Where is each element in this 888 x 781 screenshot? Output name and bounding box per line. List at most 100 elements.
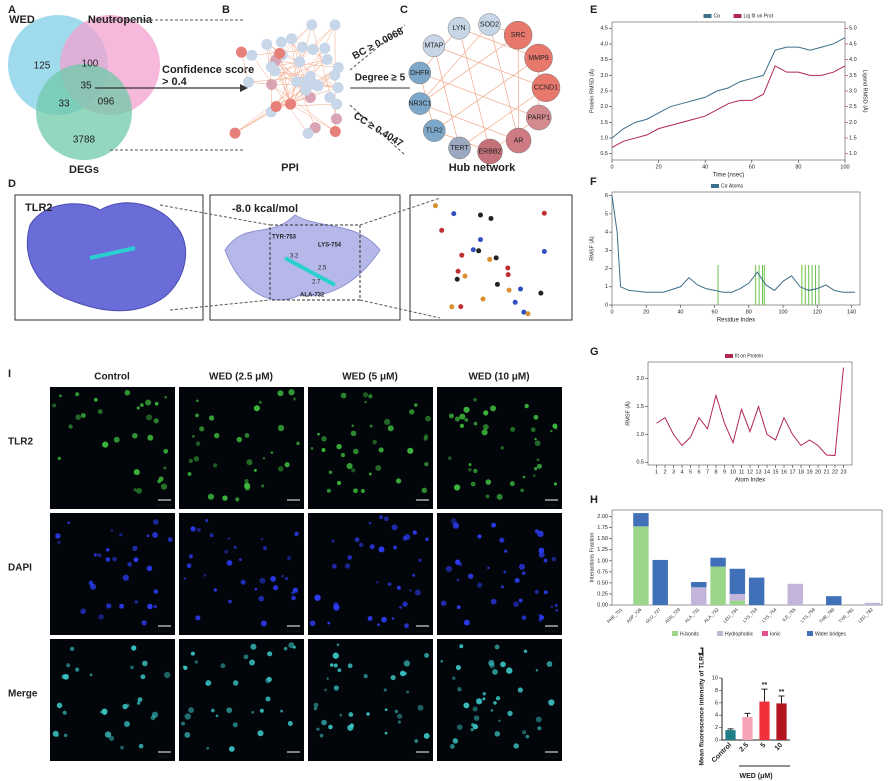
x-tick-label: 2.5 [738, 742, 750, 754]
cell [336, 643, 340, 647]
ppi-node [235, 46, 247, 58]
cell [347, 724, 354, 731]
panel-label: G [590, 346, 599, 358]
y-tick-label: 3.0 [600, 73, 608, 79]
cell [227, 537, 230, 540]
ppi-edge [275, 61, 300, 107]
venn-region: 35 [80, 81, 92, 92]
ppi-node [324, 91, 336, 103]
panel-label: E [590, 4, 597, 16]
venn-region: 125 [34, 61, 51, 72]
dashed-line [159, 204, 271, 226]
cell [153, 589, 158, 594]
ppi-node [329, 126, 341, 138]
atom [455, 268, 461, 274]
cell [376, 581, 379, 584]
cell [459, 423, 465, 429]
atom [451, 211, 457, 217]
cell [213, 588, 217, 592]
cell [244, 482, 251, 489]
cell [367, 615, 373, 621]
hub-edge [458, 28, 491, 152]
cell [93, 397, 98, 402]
plot-frame [611, 509, 883, 606]
cell [210, 708, 215, 713]
cell [266, 676, 272, 682]
bar-segment [633, 526, 649, 605]
cell [553, 482, 557, 486]
cell [124, 389, 131, 396]
cell [458, 562, 463, 567]
scale-bar-label: 100 μm [286, 754, 300, 759]
y-tick-label: 10 [712, 675, 718, 681]
panel-label: I [8, 368, 11, 380]
cell [418, 558, 422, 562]
atom [488, 215, 494, 221]
cell [288, 642, 295, 649]
legend-label: Hydrophobic [725, 631, 754, 637]
y-tick-label: 8 [715, 688, 718, 694]
bar-segment [691, 582, 707, 588]
x-tick-label: PHE_701 [606, 607, 624, 625]
y-tick-label: 4 [605, 230, 608, 236]
ppi-node [297, 41, 309, 53]
ppi-edge [296, 81, 316, 128]
hub-node [503, 20, 533, 50]
cell [494, 644, 500, 650]
cell [396, 585, 401, 590]
cell [285, 576, 289, 581]
residue-label: TYR-753 [272, 235, 297, 241]
cell [483, 424, 489, 430]
filter-label: Degree ≥ 5 [355, 73, 406, 84]
cell [514, 577, 520, 583]
cell [97, 409, 103, 415]
cell [287, 556, 291, 561]
cell [397, 720, 401, 724]
y-tick-label: 2.5 [600, 88, 608, 94]
cell [284, 462, 290, 468]
cell [288, 389, 295, 396]
cell [337, 480, 342, 486]
y2-tick-label: 2.5 [849, 104, 857, 110]
cell [405, 690, 410, 694]
cell [494, 731, 501, 737]
cell [493, 701, 497, 705]
column-header: WED (5 μM) [342, 372, 398, 383]
cell [489, 662, 495, 669]
cell [184, 731, 191, 738]
cell [292, 645, 296, 649]
ppi-edge [271, 84, 336, 132]
cell [552, 423, 558, 429]
cell [152, 532, 158, 538]
dashed-line [349, 24, 406, 71]
cell [203, 573, 207, 577]
cell [259, 708, 264, 713]
cell [250, 643, 257, 650]
cell [536, 458, 540, 462]
hub-node-label: NR3C1 [408, 100, 431, 107]
cell [472, 706, 478, 712]
y-tick-label: 2 [715, 725, 718, 731]
venn-region: 33 [58, 99, 70, 110]
hub-node [531, 73, 561, 102]
cell [423, 733, 430, 739]
x-tick-label: Control [711, 742, 734, 765]
cell [146, 565, 153, 572]
cell [134, 600, 139, 604]
cell [351, 424, 355, 428]
ppi-edge [234, 111, 272, 134]
cell [440, 600, 447, 607]
cell [106, 603, 112, 609]
cell [534, 437, 537, 441]
atom [439, 227, 445, 233]
cell [130, 665, 134, 670]
ribbon [224, 214, 381, 301]
cell [449, 744, 455, 749]
cell [251, 711, 254, 714]
atom [521, 309, 527, 315]
cell [281, 574, 284, 578]
bar-segment [652, 559, 668, 605]
scale-bar-label: 100 μm [415, 502, 429, 507]
cell [358, 542, 364, 548]
cell [453, 484, 461, 491]
